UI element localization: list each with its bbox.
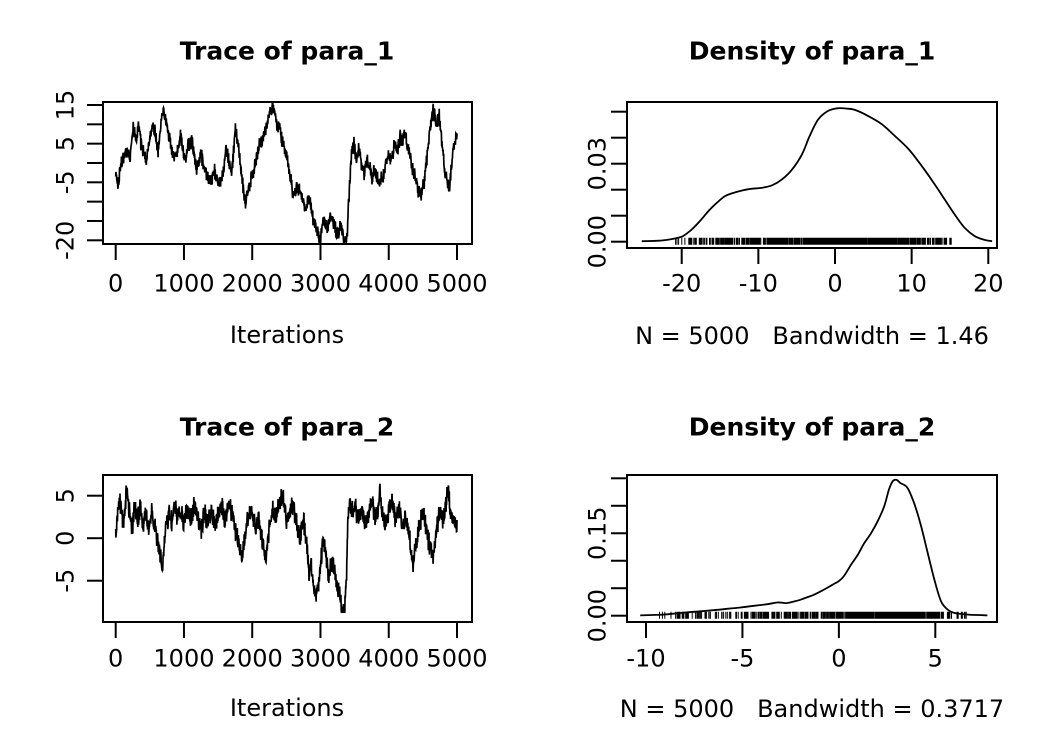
x-tick-label: 4000 <box>358 269 419 297</box>
density-para-2-title: Density of para_2 <box>688 412 936 442</box>
x-tick-label: 3000 <box>290 269 351 297</box>
y-tick-label: 0.00 <box>583 215 611 268</box>
trace-para-1-title: Trace of para_1 <box>179 36 395 66</box>
density-para-2-box <box>626 474 998 623</box>
trace-para-2-box <box>102 474 473 623</box>
x-tick-label: 5000 <box>426 644 487 672</box>
x-tick-label: 10 <box>896 269 927 297</box>
trace-para-2-xaxis-label: Iterations <box>229 694 345 722</box>
y-tick-label: 15 <box>51 90 79 121</box>
trace-para-1-box <box>102 101 473 245</box>
y-tick-label: 0.00 <box>583 589 611 642</box>
x-tick-label: 0 <box>827 269 842 297</box>
y-tick-label: 0 <box>51 531 79 546</box>
x-tick-label: 20 <box>973 269 1004 297</box>
y-tick-label: -5 <box>51 170 79 194</box>
trace-para-2-line <box>114 483 458 614</box>
density-para-1-box <box>626 101 998 249</box>
x-tick-label: 4000 <box>358 644 419 672</box>
density-para-2-rug <box>659 611 967 619</box>
y-tick-label: -5 <box>51 569 79 593</box>
density-para-1-curve <box>641 107 993 243</box>
density-para-1-plot: -20 -10 0 10 20 0.00 0.03 <box>583 101 1004 297</box>
y-tick-label: 0.03 <box>583 137 611 190</box>
x-tick-label: 2000 <box>222 644 283 672</box>
x-tick-label: 3000 <box>290 644 351 672</box>
density-para-1-sublabel: N = 5000 Bandwidth = 1.46 <box>635 322 989 350</box>
density-para-2-sublabel: N = 5000 Bandwidth = 0.3717 <box>619 695 1005 723</box>
density-para-2-curve <box>640 478 988 617</box>
trace-para-1-xaxis-label: Iterations <box>229 321 345 349</box>
trace-para-1-plot: 0 1000 2000 3000 4000 5000 -20 -5 5 15 <box>51 90 487 298</box>
trace-para-2-title: Trace of para_2 <box>179 412 395 442</box>
x-tick-label: 5000 <box>426 269 487 297</box>
x-tick-label: 1000 <box>153 269 214 297</box>
density-para-1-rug <box>675 237 952 245</box>
x-tick-label: -20 <box>662 269 701 297</box>
x-tick-label: 1000 <box>153 644 214 672</box>
x-tick-label: 0 <box>108 644 123 672</box>
y-tick-label: -20 <box>51 221 79 260</box>
x-tick-label: 0 <box>108 269 123 297</box>
density-para-2-plot: -10 -5 0 5 0.00 0.15 <box>583 474 998 672</box>
x-tick-label: 5 <box>928 644 943 672</box>
density-para-1-title: Density of para_1 <box>688 36 936 66</box>
x-tick-label: 2000 <box>222 269 283 297</box>
y-tick-label: 5 <box>51 488 79 503</box>
x-tick-label: 0 <box>831 644 846 672</box>
y-tick-label: 0.15 <box>583 507 611 560</box>
x-tick-label: -10 <box>626 644 665 672</box>
y-tick-label: 5 <box>51 136 79 151</box>
x-tick-label: -10 <box>739 269 778 297</box>
x-tick-label: -5 <box>730 644 754 672</box>
trace-para-2-plot: 0 1000 2000 3000 4000 5000 -5 0 5 <box>51 474 488 672</box>
trace-para-1-line <box>114 102 458 245</box>
